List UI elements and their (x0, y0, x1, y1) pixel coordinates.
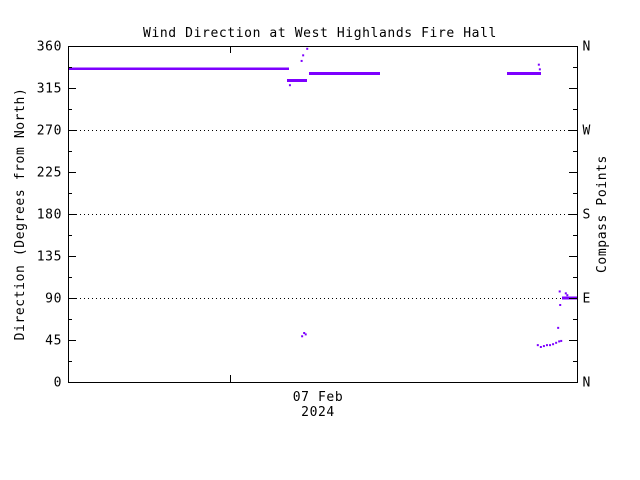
wind-direction-point-19 (559, 304, 562, 306)
wind-direction-point-20 (558, 290, 561, 293)
x-axis-date-line2: 2024 (301, 405, 335, 420)
wind-direction-point-2 (302, 54, 305, 57)
wind-direction-point-17 (560, 339, 563, 342)
y-tick-label-180: 180 (37, 208, 62, 223)
y-tick-label-225: 225 (37, 166, 62, 181)
y-tick-label-90: 90 (45, 292, 62, 307)
compass-label-2-S: S (583, 208, 591, 223)
y-tick-label-135: 135 (37, 250, 62, 265)
compass-label-0-N: N (583, 40, 591, 55)
wind-direction-point-7 (537, 63, 540, 66)
wind-direction-point-1 (300, 59, 303, 62)
y-tick-label-315: 315 (37, 82, 62, 97)
wind-direction-point-3 (306, 47, 309, 50)
wind-direction-point-21 (564, 292, 567, 295)
chart-title: Wind Direction at West Highlands Fire Ha… (143, 26, 497, 41)
compass-label-1-W: W (583, 124, 591, 139)
y-tick-label-360: 360 (37, 40, 62, 55)
wind-direction-point-8 (538, 68, 541, 71)
y-tick-label-270: 270 (37, 124, 62, 139)
wind-direction-point-10 (539, 346, 542, 348)
wind-direction-point-11 (542, 345, 545, 348)
wind-direction-point-0 (288, 84, 291, 87)
compass-label-4-N: N (583, 376, 591, 391)
compass-label-3-E: E (583, 292, 591, 307)
y-tick-label-45: 45 (45, 334, 62, 349)
wind-direction-point-16 (558, 340, 561, 343)
wind-direction-point-12 (545, 344, 548, 347)
wind-direction-point-4 (301, 335, 304, 338)
wind-direction-point-5 (303, 332, 306, 334)
wind-direction-point-13 (549, 344, 552, 347)
wind-direction-point-14 (552, 343, 555, 346)
wind-direction-point-22 (566, 294, 569, 297)
wind-direction-point-9 (536, 344, 539, 347)
y-tick-label-0: 0 (54, 376, 62, 391)
wind-direction-point-6 (304, 333, 307, 336)
x-axis-date-line1: 07 Feb (292, 390, 344, 405)
wind-direction-point-18 (557, 326, 560, 329)
wind-direction-point-15 (555, 341, 558, 344)
